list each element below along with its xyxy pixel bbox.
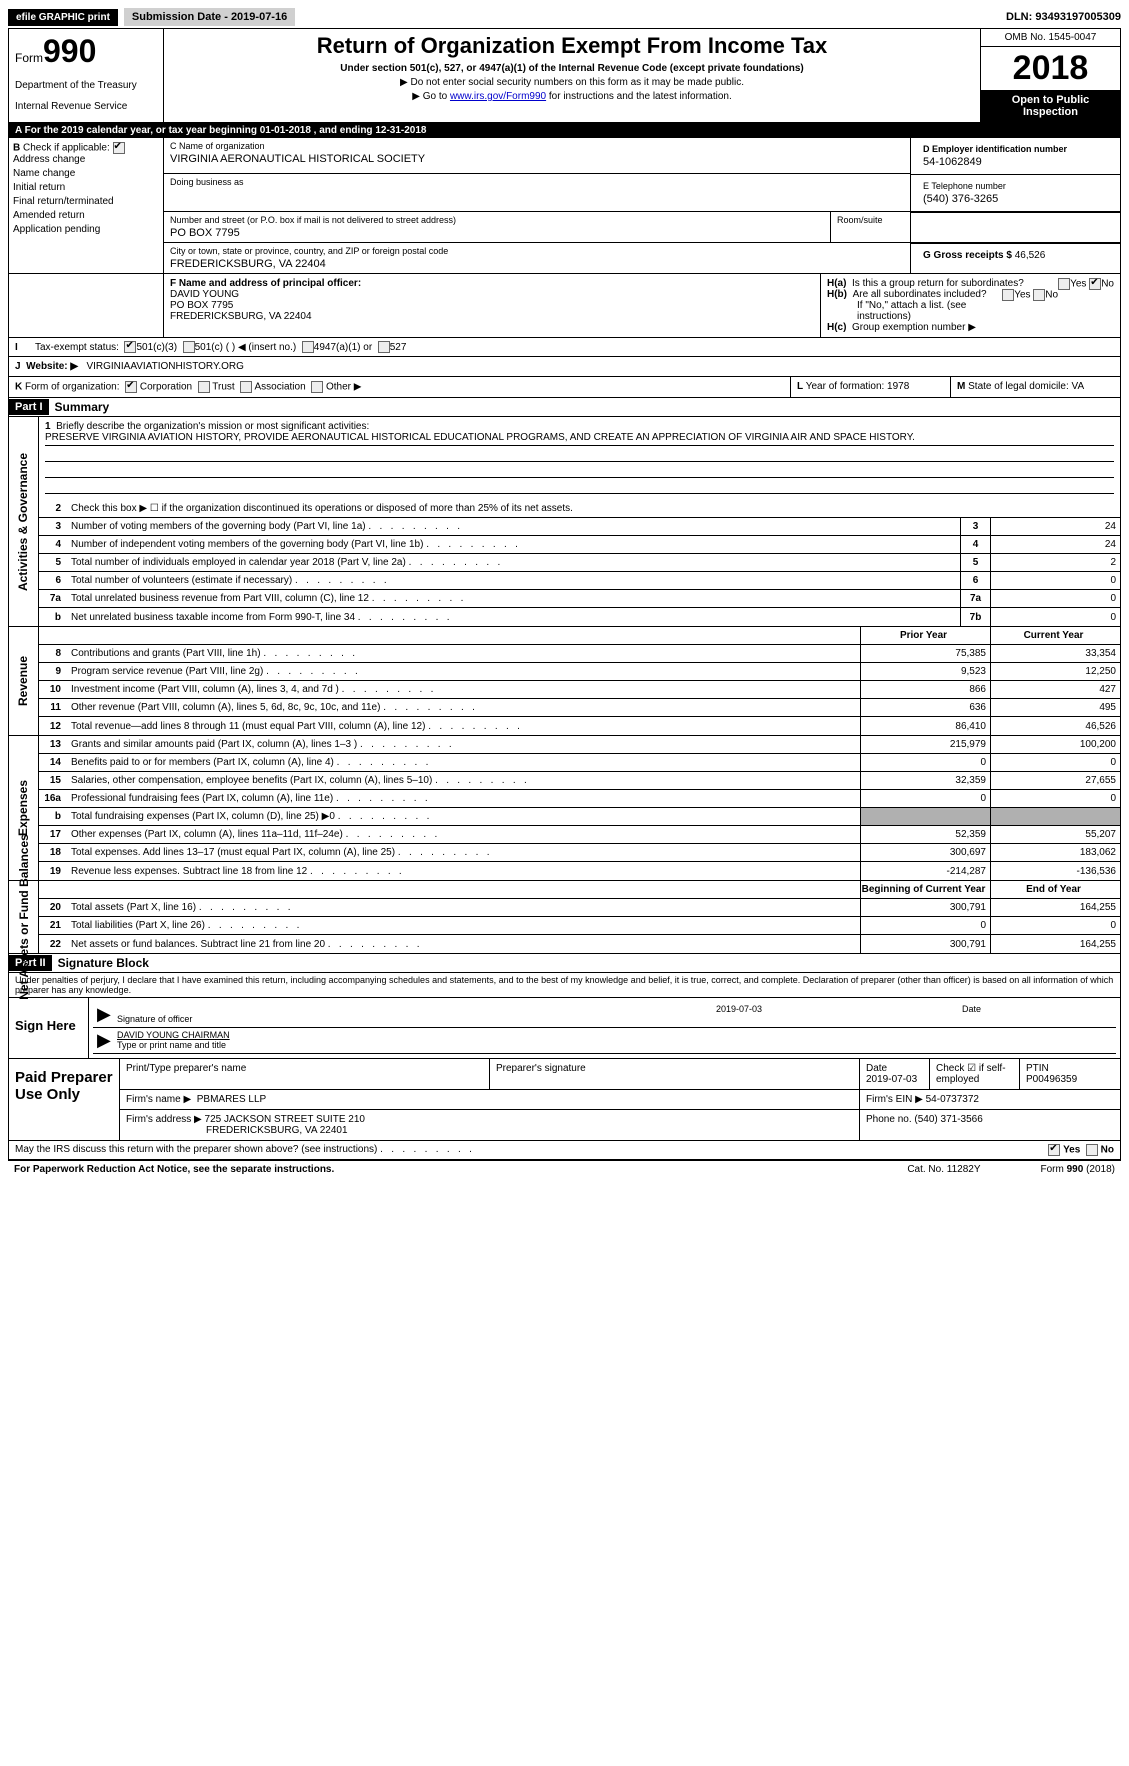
form-id-box: Form990 Department of the Treasury Inter… xyxy=(9,29,164,122)
row-a: A For the 2019 calendar year, or tax yea… xyxy=(9,123,1120,138)
table-row: 19Revenue less expenses. Subtract line 1… xyxy=(39,862,1120,880)
table-row: 11Other revenue (Part VIII, column (A), … xyxy=(39,699,1120,717)
top-bar: efile GRAPHIC print Submission Date - 20… xyxy=(8,8,1121,26)
table-row: 3Number of voting members of the governi… xyxy=(39,518,1120,536)
table-row: bTotal fundraising expenses (Part IX, co… xyxy=(39,808,1120,826)
gross-receipts: 46,526 xyxy=(1015,250,1046,261)
efile-badge: efile GRAPHIC print xyxy=(8,9,118,26)
table-row: 8Contributions and grants (Part VIII, li… xyxy=(39,645,1120,663)
table-row: 21Total liabilities (Part X, line 26)00 xyxy=(39,917,1120,935)
form-container: Form990 Department of the Treasury Inter… xyxy=(8,28,1121,1161)
table-row: 6Total number of volunteers (estimate if… xyxy=(39,572,1120,590)
phone: (540) 376-3265 xyxy=(923,193,1108,205)
table-row: 15Salaries, other compensation, employee… xyxy=(39,772,1120,790)
penalty-text: Under penalties of perjury, I declare th… xyxy=(9,973,1120,998)
table-row: 18Total expenses. Add lines 13–17 (must … xyxy=(39,844,1120,862)
arrow-icon: ▶ xyxy=(97,1004,117,1025)
row-j: J Website: ▶ VIRGINIAAVIATIONHISTORY.ORG xyxy=(9,357,1120,376)
form-title-box: Return of Organization Exempt From Incom… xyxy=(164,29,980,122)
table-row: 9Program service revenue (Part VIII, lin… xyxy=(39,663,1120,681)
table-row: 4Number of independent voting members of… xyxy=(39,536,1120,554)
footer-right: Form 990 (2018) xyxy=(1041,1164,1115,1175)
year-box: OMB No. 1545-0047 2018 Open to Public In… xyxy=(980,29,1120,122)
table-row: 22Net assets or fund balances. Subtract … xyxy=(39,935,1120,953)
col-b: B Check if applicable: Address change Na… xyxy=(9,138,164,273)
irs-link[interactable]: www.irs.gov/Form990 xyxy=(450,91,546,102)
sign-here: Sign Here xyxy=(9,998,89,1058)
table-row: 17Other expenses (Part IX, column (A), l… xyxy=(39,826,1120,844)
col-c: C Name of organization VIRGINIA AERONAUT… xyxy=(164,138,1120,273)
submission-date: Submission Date - 2019-07-16 xyxy=(124,8,295,26)
website: VIRGINIAAVIATIONHISTORY.ORG xyxy=(86,361,243,372)
ein: 54-1062849 xyxy=(923,156,1108,168)
box-h: H(a) Is this a group return for subordin… xyxy=(820,274,1120,337)
table-row: 14Benefits paid to or for members (Part … xyxy=(39,754,1120,772)
table-row: 16aProfessional fundraising fees (Part I… xyxy=(39,790,1120,808)
box-f: F Name and address of principal officer:… xyxy=(164,274,820,337)
table-row: 10Investment income (Part VIII, column (… xyxy=(39,681,1120,699)
footer-left: For Paperwork Reduction Act Notice, see … xyxy=(14,1164,334,1175)
table-row: 12Total revenue—add lines 8 through 11 (… xyxy=(39,717,1120,735)
table-row: 5Total number of individuals employed in… xyxy=(39,554,1120,572)
table-row: 13Grants and similar amounts paid (Part … xyxy=(39,736,1120,754)
paid-preparer-label: Paid Preparer Use Only xyxy=(9,1059,119,1140)
table-row: 20Total assets (Part X, line 16)300,7911… xyxy=(39,899,1120,917)
table-row: bNet unrelated business taxable income f… xyxy=(39,608,1120,626)
part1-header: Part I xyxy=(9,399,49,415)
table-row: 7aTotal unrelated business revenue from … xyxy=(39,590,1120,608)
dln: DLN: 93493197005309 xyxy=(1006,11,1121,23)
org-name: VIRGINIA AERONAUTICAL HISTORICAL SOCIETY xyxy=(170,153,904,165)
row-k: K Form of organization: Corporation Trus… xyxy=(9,377,790,397)
checkbox-icon[interactable] xyxy=(113,142,125,154)
mission: 1 Briefly describe the organization's mi… xyxy=(39,417,1120,500)
form-title: Return of Organization Exempt From Incom… xyxy=(172,33,972,59)
row-i: I Tax-exempt status: 501(c)(3) 501(c) ( … xyxy=(9,338,1120,357)
